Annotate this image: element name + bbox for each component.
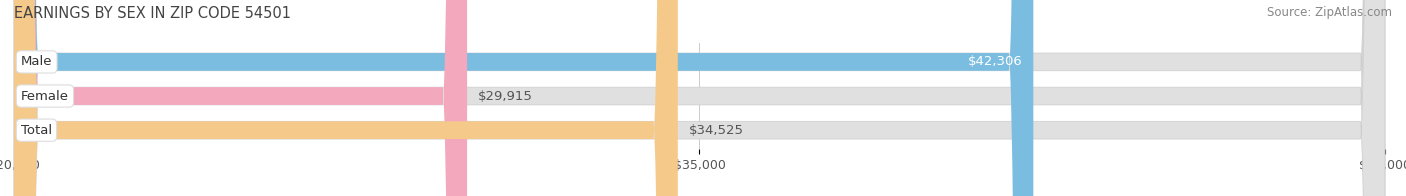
- Text: Source: ZipAtlas.com: Source: ZipAtlas.com: [1267, 6, 1392, 19]
- Text: $42,306: $42,306: [967, 55, 1022, 68]
- FancyBboxPatch shape: [14, 0, 1385, 196]
- Text: EARNINGS BY SEX IN ZIP CODE 54501: EARNINGS BY SEX IN ZIP CODE 54501: [14, 6, 291, 21]
- FancyBboxPatch shape: [14, 0, 467, 196]
- Text: Male: Male: [21, 55, 52, 68]
- Text: $29,915: $29,915: [478, 90, 533, 103]
- Text: Female: Female: [21, 90, 69, 103]
- FancyBboxPatch shape: [14, 0, 1385, 196]
- Text: Total: Total: [21, 124, 52, 137]
- FancyBboxPatch shape: [14, 0, 1033, 196]
- Text: $34,525: $34,525: [689, 124, 744, 137]
- FancyBboxPatch shape: [14, 0, 678, 196]
- FancyBboxPatch shape: [14, 0, 1385, 196]
